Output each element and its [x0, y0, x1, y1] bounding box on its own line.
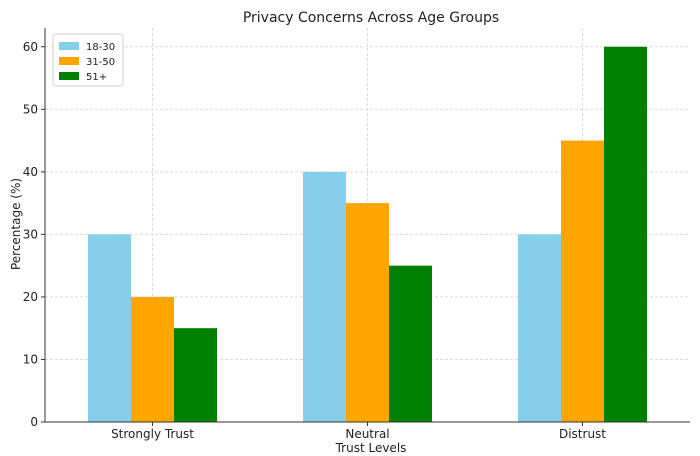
y-ticks: 0 10 20 30 40 50 60: [23, 40, 45, 429]
legend-label: 18-30: [86, 42, 115, 53]
y-tick-label: 50: [23, 102, 38, 116]
x-tick-label: Neutral: [345, 427, 389, 441]
bar-51plus-0: [174, 328, 217, 422]
bar-18-30-2: [518, 234, 561, 422]
x-ticks: Strongly Trust Neutral Distrust: [111, 422, 606, 441]
y-tick-label: 10: [23, 352, 38, 366]
x-axis-title: Trust Levels: [335, 441, 407, 455]
bar-31-50-1: [346, 203, 389, 422]
y-tick-label: 20: [23, 290, 38, 304]
bar-51plus-1: [389, 265, 432, 422]
bar-18-30-0: [88, 234, 131, 422]
bar-31-50-0: [131, 296, 174, 422]
y-tick-label: 0: [30, 415, 38, 429]
x-tick-label: Distrust: [559, 427, 606, 441]
legend-label: 51+: [86, 72, 107, 83]
legend: 18-30 31-50 51+: [52, 33, 124, 87]
legend-swatch: [59, 42, 79, 50]
y-axis-title: Percentage (%): [9, 178, 23, 270]
legend-label: 31-50: [86, 57, 115, 68]
y-tick-label: 60: [23, 40, 38, 54]
y-tick-label: 30: [23, 227, 38, 241]
legend-swatch: [59, 72, 79, 80]
legend-swatch: [59, 57, 79, 65]
x-tick-label: Strongly Trust: [111, 427, 194, 441]
bar-31-50-2: [561, 140, 604, 423]
y-tick-label: 40: [23, 165, 38, 179]
bars: [88, 46, 647, 423]
bar-18-30-1: [303, 171, 346, 422]
chart-title: Privacy Concerns Across Age Groups: [243, 10, 499, 26]
bar-51plus-2: [604, 46, 647, 423]
